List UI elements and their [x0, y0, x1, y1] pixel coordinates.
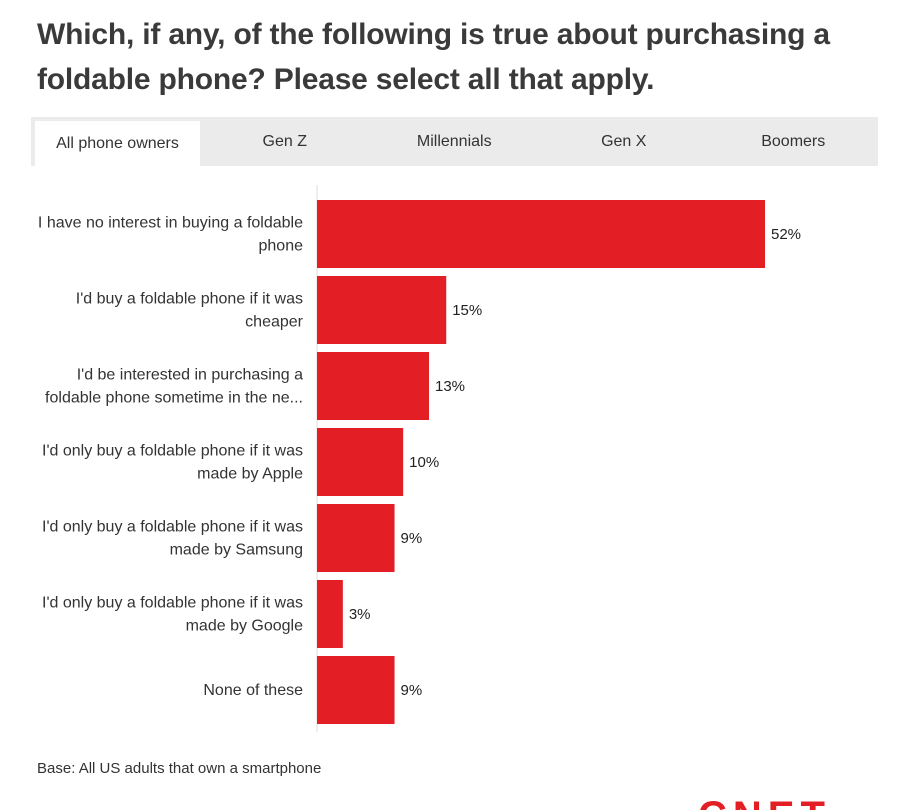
category-label-line: None of these — [203, 682, 303, 699]
category-label: I have no interest in buying a foldable p… — [38, 215, 303, 255]
bar[interactable] — [317, 200, 765, 268]
data-label: 10% — [409, 454, 439, 471]
brand-logo: CNET — [698, 796, 868, 810]
category-label-line: made by Google — [186, 618, 304, 635]
bar[interactable] — [317, 580, 343, 648]
category-label: None of these — [203, 682, 303, 699]
category-label-line: I'd only buy a foldable phone if it was — [42, 443, 303, 460]
data-label: 13% — [435, 378, 465, 395]
bar[interactable] — [317, 504, 395, 572]
tab-all-phone-owners[interactable]: All phone owners — [35, 121, 200, 166]
category-label-line: I have no interest in buying a foldable — [38, 215, 303, 232]
bar[interactable] — [317, 656, 395, 724]
footnote: Base: All US adults that own a smartphon… — [37, 760, 322, 777]
category-label: I'd be interested in purchasing a foldabl… — [45, 367, 303, 407]
category-label-line: cheaper — [245, 314, 303, 331]
category-label-line: I'd only buy a foldable phone if it was — [42, 595, 303, 612]
bar[interactable] — [317, 352, 429, 420]
category-label-line: foldable phone sometime in the ne... — [45, 390, 303, 407]
bar[interactable] — [317, 428, 404, 496]
data-label: 3% — [349, 606, 371, 623]
category-label-line: I'd be interested in purchasing a — [77, 367, 303, 384]
tab-boomers[interactable]: Boomers — [761, 132, 826, 150]
tab-bar: All phone owners Gen Z Millennials Gen X… — [31, 117, 878, 166]
category-label: I'd only buy a foldable phone if it was m… — [42, 595, 303, 635]
data-label: 52% — [771, 226, 801, 243]
category-label: I'd only buy a foldable phone if it was m… — [42, 443, 303, 483]
chart-title: Which, if any, of the following is true … — [37, 18, 830, 96]
tab-gen-x[interactable]: Gen X — [601, 132, 647, 150]
category-label-line: I'd buy a foldable phone if it was — [76, 291, 303, 308]
category-label-line: I'd only buy a foldable phone if it was — [42, 519, 303, 536]
category-label-line: made by Apple — [197, 466, 303, 483]
data-label: 9% — [401, 530, 423, 547]
category-label-line: made by Samsung — [170, 542, 303, 559]
category-label-line: phone — [259, 238, 304, 255]
data-label: 15% — [452, 302, 482, 319]
category-label: I'd buy a foldable phone if it was cheape… — [76, 291, 304, 331]
bar-chart: 52% I have no interest in buying a foldab… — [38, 185, 801, 732]
bar[interactable] — [317, 276, 447, 344]
tab-millennials[interactable]: Millennials — [416, 132, 492, 150]
data-label: 9% — [401, 682, 423, 699]
tab-gen-z[interactable]: Gen Z — [262, 132, 307, 150]
category-label: I'd only buy a foldable phone if it was m… — [42, 519, 303, 559]
